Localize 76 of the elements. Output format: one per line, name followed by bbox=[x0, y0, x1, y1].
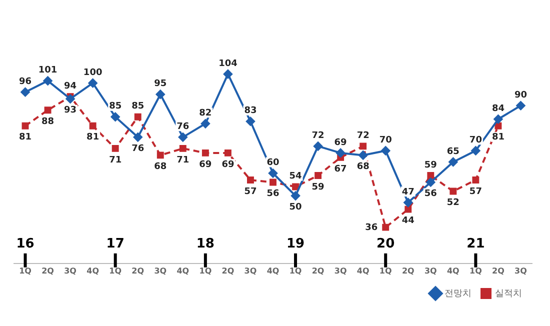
x-tick-label: 3Q bbox=[154, 266, 167, 276]
x-tick-label: 4Q bbox=[176, 266, 190, 276]
data-label: 59 bbox=[312, 182, 324, 192]
legend-label: 실적치 bbox=[495, 288, 522, 299]
data-label: 65 bbox=[446, 146, 460, 157]
x-tick-label: 3Q bbox=[64, 266, 77, 276]
x-tick-label: 4Q bbox=[86, 266, 100, 276]
data-label: 68 bbox=[356, 162, 370, 172]
text: 21 bbox=[466, 236, 485, 252]
x-tick-label: 4Q bbox=[356, 266, 370, 276]
data-label: 59 bbox=[424, 160, 437, 170]
data-label: 100 bbox=[83, 68, 102, 78]
text: 19 bbox=[286, 236, 305, 252]
data-label: 93 bbox=[64, 106, 77, 116]
x-tick-label: 3Q bbox=[244, 266, 257, 276]
data-label: 57 bbox=[244, 186, 257, 197]
data-label: 71 bbox=[176, 155, 190, 166]
data-label: 101 bbox=[38, 66, 58, 76]
data-label: 76 bbox=[176, 122, 190, 132]
data-label: 95 bbox=[154, 79, 167, 90]
x-tick-label: 2Q bbox=[222, 266, 234, 276]
data-label: 81 bbox=[86, 132, 100, 143]
data-label: 69 bbox=[199, 160, 212, 170]
data-label: 56 bbox=[266, 189, 280, 200]
x-tick-label: 3Q bbox=[334, 266, 347, 276]
data-label: 96 bbox=[18, 76, 32, 87]
x-tick-label: 2Q bbox=[492, 266, 505, 276]
data-label: 52 bbox=[446, 198, 460, 208]
data-label: 85 bbox=[132, 102, 144, 112]
x-tick-label: 3Q bbox=[424, 266, 438, 276]
data-label: 104 bbox=[218, 58, 238, 69]
x-tick-label: 2Q bbox=[402, 266, 415, 276]
data-label: 83 bbox=[244, 106, 257, 116]
data-label: 44 bbox=[402, 216, 414, 226]
data-label: 36 bbox=[365, 223, 378, 234]
data-label: 81 bbox=[492, 132, 504, 143]
data-label: 69 bbox=[222, 160, 234, 170]
x-tick-label: 4Q bbox=[266, 266, 280, 276]
data-label: 60 bbox=[266, 158, 280, 168]
data-label: 56 bbox=[424, 189, 437, 200]
data-label: 94 bbox=[64, 81, 77, 92]
data-label: 68 bbox=[154, 162, 167, 172]
x-tick-label: 1Q bbox=[19, 266, 32, 276]
text: 16 bbox=[16, 236, 34, 252]
data-label: 85 bbox=[109, 102, 122, 112]
x-tick-label: 4Q bbox=[446, 266, 460, 276]
data-label: 54 bbox=[289, 172, 302, 182]
data-label: 71 bbox=[109, 155, 122, 166]
text: 17 bbox=[106, 236, 124, 252]
x-tick-label: 1Q bbox=[470, 266, 482, 276]
data-label: 50 bbox=[289, 202, 302, 213]
text: 20 bbox=[376, 236, 395, 252]
x-tick-label: 1Q bbox=[199, 266, 212, 276]
data-label: 47 bbox=[402, 187, 414, 198]
x-tick-label: 3Q bbox=[514, 266, 528, 276]
x-tick-label: 1Q bbox=[109, 266, 122, 276]
x-tick-label: 1Q bbox=[289, 266, 302, 276]
x-tick-label: 2Q bbox=[312, 266, 324, 276]
legend-label: 전망치 bbox=[444, 288, 472, 299]
data-label: 72 bbox=[356, 131, 370, 142]
data-label: 70 bbox=[379, 136, 392, 146]
x-tick-label: 2Q bbox=[42, 266, 54, 276]
data-label: 84 bbox=[492, 104, 504, 114]
data-label: 88 bbox=[42, 116, 54, 127]
data-label: 70 bbox=[469, 136, 482, 146]
data-label: 69 bbox=[334, 138, 347, 148]
data-label: 90 bbox=[514, 90, 528, 100]
x-tick-label: 1Q bbox=[379, 266, 392, 276]
data-label: 57 bbox=[469, 186, 482, 197]
text: 18 bbox=[196, 236, 214, 252]
x-tick-label: 2Q bbox=[132, 266, 144, 276]
data-label: 72 bbox=[312, 131, 324, 142]
data-label: 82 bbox=[199, 108, 212, 118]
data-label: 67 bbox=[334, 164, 347, 174]
data-label: 76 bbox=[132, 144, 144, 154]
data-label: 81 bbox=[18, 132, 32, 143]
